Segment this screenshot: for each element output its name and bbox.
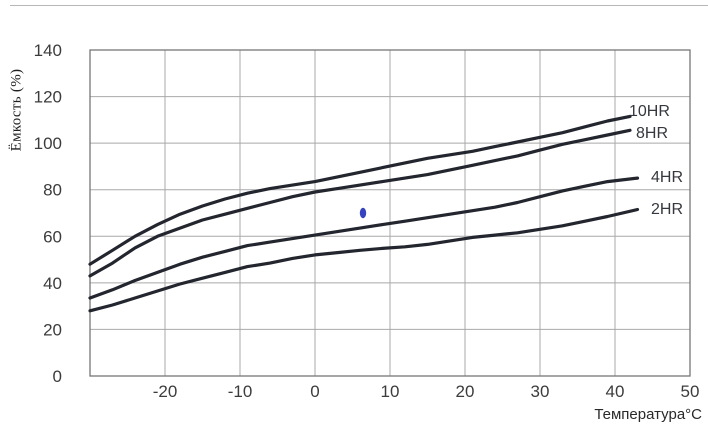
curve-label-2hr: 2HR (651, 201, 684, 218)
y-axis-title: Ёмкость (%) (8, 68, 25, 152)
y-tick-label: 120 (34, 88, 62, 107)
y-tick-label: 140 (34, 41, 62, 60)
y-tick-label: 0 (53, 367, 62, 386)
blue-marker-dot (359, 207, 367, 219)
x-tick-label: 0 (310, 382, 319, 401)
y-tick-label: 100 (34, 134, 62, 153)
curve-label-10hr: 10HR (629, 103, 670, 120)
y-tick-label: 40 (43, 274, 62, 293)
curve-label-8hr: 8HR (636, 125, 669, 142)
curve-4hr (88, 176, 640, 300)
x-tick-label: 30 (531, 382, 550, 401)
y-tick-label: 20 (43, 320, 62, 339)
x-tick-label: -10 (228, 382, 253, 401)
curve-2hr (88, 207, 640, 313)
y-tick-label: 60 (43, 227, 62, 246)
top-rule-divider (10, 5, 708, 6)
x-axis-title: Температура°C (594, 406, 702, 423)
curve-label-4hr: 4HR (651, 169, 684, 186)
curve-10hr (88, 114, 632, 266)
x-tick-label: -20 (153, 382, 178, 401)
x-tick-label: 10 (381, 382, 400, 401)
x-tick-label: 50 (681, 382, 700, 401)
curve-8hr (88, 128, 632, 278)
y-tick-label: 80 (43, 181, 62, 200)
x-tick-label: 40 (606, 382, 625, 401)
x-tick-label: 20 (456, 382, 475, 401)
plot-border (89, 49, 691, 377)
